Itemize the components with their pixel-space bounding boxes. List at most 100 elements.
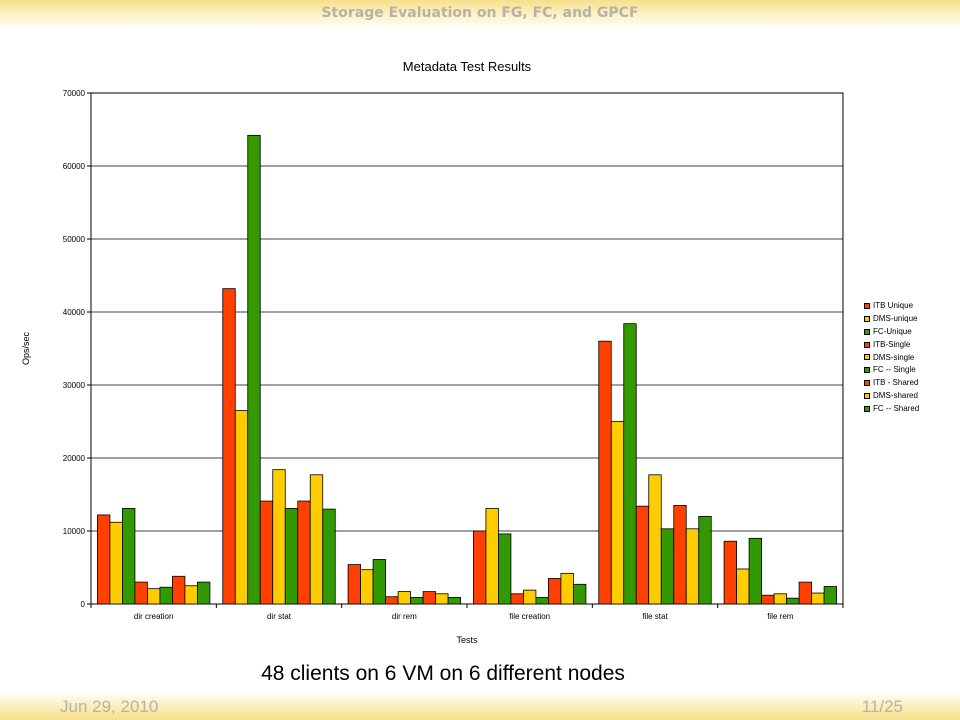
bar [222,288,236,605]
plot-area [90,92,844,605]
legend-swatch [864,354,870,361]
legend-label: ITB Unique [873,301,914,310]
y-tick-label: 70000 [63,89,86,98]
bar [447,597,461,605]
bar [748,537,762,605]
bar [134,581,148,605]
bar [535,597,549,605]
y-tick-label: 20000 [63,454,86,463]
bar [811,592,825,605]
bar [322,508,336,605]
chart-title: Metadata Test Results [403,59,532,74]
bar [598,340,612,605]
legend-item: FC -- Single [864,364,944,377]
bar [623,323,637,605]
bar [184,585,198,605]
bar [648,474,662,605]
bar [823,586,837,605]
bar [761,594,775,605]
legend-item: FC-Unique [864,326,944,339]
bar [610,421,625,605]
bar [510,593,524,605]
bar [284,507,299,605]
bar [347,564,361,605]
bar [698,516,712,605]
legend-label: FC-Unique [873,326,912,336]
legend-label: ITB - Shared [873,378,919,388]
legend-item: DMS-single [864,352,944,365]
bar [736,568,750,605]
legend-swatch [864,406,870,413]
chart-legend: ITB Unique DMS-unique FC-Unique ITB-Single D… [864,300,944,416]
x-axis-label: Tests [456,635,478,645]
bar [485,507,499,605]
y-tick-label: 30000 [63,381,86,390]
bar [172,575,186,605]
bar [473,530,487,605]
bar [723,540,737,605]
bar [798,581,812,605]
legend-item: ITB-Single [864,339,944,352]
footer-page-number: 11/25 [861,697,903,716]
bar [498,533,512,605]
legend-item: DMS-shared [864,390,944,403]
bar [147,588,161,605]
bar [410,597,424,605]
legend-swatch [864,380,870,387]
bar [234,410,249,605]
bar [97,514,111,605]
footer-band [0,692,960,720]
x-tick-label: dir stat [267,612,292,621]
bar [685,528,700,605]
header-band [0,0,960,30]
bar [573,583,587,605]
legend-item: ITB - Shared [864,377,944,390]
legend-swatch [864,302,870,309]
bar [773,593,787,605]
legend-item: DMS-unique [864,313,944,326]
bar [635,505,650,605]
legend-item: FC -- Shared [864,403,944,416]
slide-caption: 48 clients on 6 VM on 6 different nodes [261,662,625,685]
legend-label: DMS-unique [873,313,918,323]
bar [397,591,411,605]
legend-swatch [864,393,870,400]
y-tick-label: 50000 [63,235,86,244]
legend-swatch [864,315,870,322]
legend-label: DMS-shared [873,391,918,401]
bar [372,559,386,605]
legend-swatch [864,367,870,374]
x-tick-label: dir creation [134,612,174,621]
bar [422,591,436,605]
y-tick-label: 0 [81,600,86,609]
bar [109,521,123,605]
bar [272,469,286,605]
bar [385,596,399,605]
legend-label: ITB-Single [873,339,911,349]
bar [360,569,374,605]
x-tick-label: dir rem [392,612,417,621]
bar [523,589,537,605]
y-axis-label: Ops/sec [21,331,31,365]
y-tick-label: 40000 [63,308,86,317]
bar [660,528,675,605]
bar [197,581,211,605]
y-tick-label: 10000 [63,527,86,536]
bar [297,500,311,605]
legend-item: ITB Unique [864,300,944,313]
bar [259,500,274,605]
legend-swatch [864,328,870,335]
bar [548,578,562,605]
x-tick-label: file stat [642,612,668,621]
x-tick-label: file rem [767,612,794,621]
legend-label: FC -- Shared [873,404,920,414]
bar [159,586,173,605]
bar [786,597,800,605]
footer-date: Jun 29, 2010 [60,697,159,716]
bar [560,572,574,605]
bar [122,507,136,605]
legend-swatch [864,341,870,348]
bar [309,474,324,605]
bar [247,134,261,605]
